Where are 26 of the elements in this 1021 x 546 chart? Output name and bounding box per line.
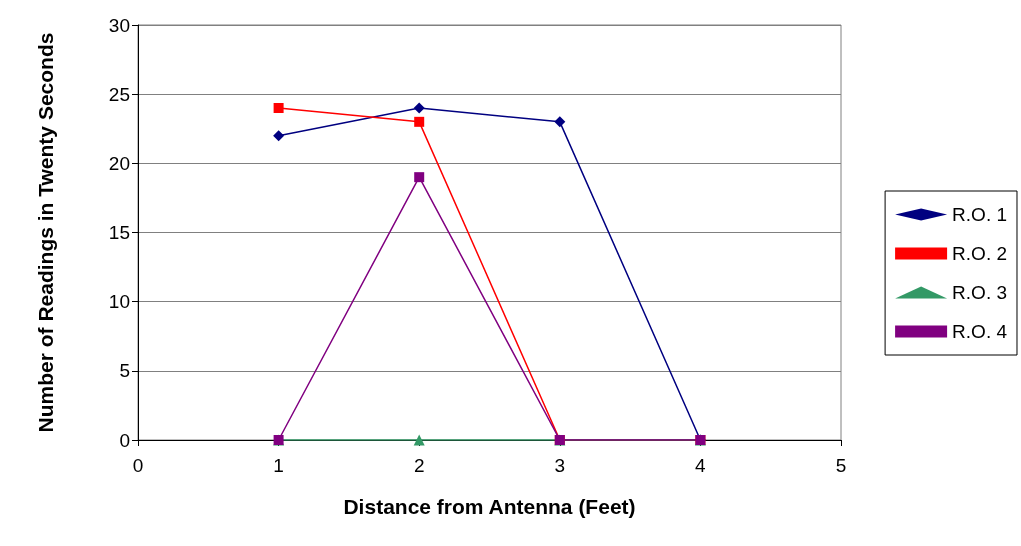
x-tick-label: 3 <box>554 455 566 476</box>
point <box>413 102 425 114</box>
point <box>414 116 425 127</box>
x-tick-label: 1 <box>273 455 284 476</box>
y-tick-label: 10 <box>108 291 130 313</box>
y-axis-title: Number of Readings in Twenty Seconds <box>33 32 57 433</box>
legend-label: R.O. 4 <box>952 321 1008 342</box>
y-tick-label: 25 <box>108 83 130 105</box>
x-tick-label: 4 <box>695 455 707 476</box>
legend-label: R.O. 1 <box>952 204 1007 225</box>
point <box>414 172 425 183</box>
point <box>413 434 425 446</box>
y-tick-label: 30 <box>108 14 130 36</box>
x-axis-title: Distance from Antenna (Feet) <box>343 495 636 518</box>
point <box>273 130 285 142</box>
legend-label: R.O. 2 <box>952 243 1007 264</box>
x-tick-label: 2 <box>413 455 425 476</box>
legend-label: R.O. 3 <box>952 282 1007 303</box>
y-tick-label: 5 <box>119 360 130 382</box>
point <box>273 103 284 113</box>
x-tick-label: 5 <box>835 455 847 476</box>
y-tick-label: 15 <box>108 222 130 243</box>
point <box>554 116 566 128</box>
y-tick-label: 20 <box>108 152 130 174</box>
y-tick-label: 0 <box>119 429 130 451</box>
x-tick-label: 0 <box>132 455 144 476</box>
